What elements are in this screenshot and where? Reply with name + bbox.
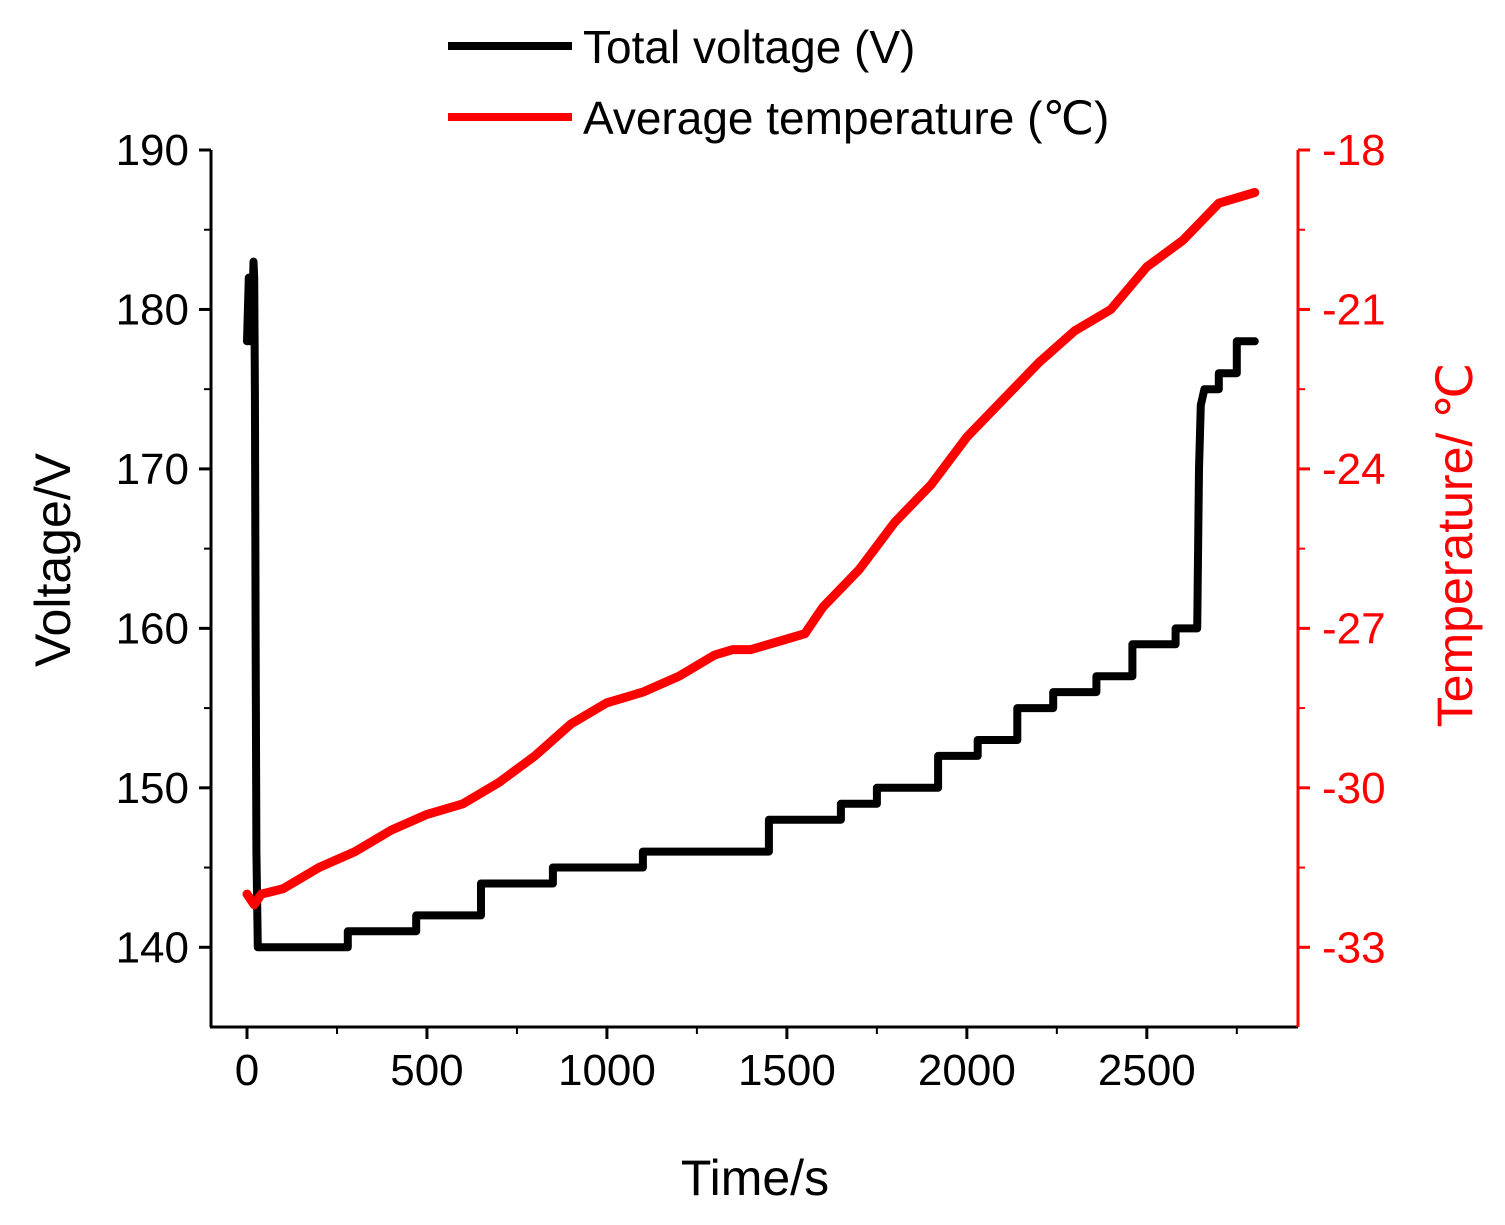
- y-left-tick-label-180: 180: [116, 285, 189, 334]
- axes: 0 500 1000 1500 2000 2500 140150160170180190 …: [116, 126, 1386, 1095]
- y-left-axis-title: Voltage/V: [25, 452, 81, 667]
- x-tick-label-1500: 1500: [738, 1046, 836, 1095]
- y-right-axis-title: Temperature/ ℃: [1427, 363, 1483, 728]
- y-right-tick-label--21: -21: [1322, 285, 1386, 334]
- x-axis-title: Time/s: [681, 1150, 829, 1206]
- legend: Total voltage (V) Average temperature (℃…: [448, 21, 1109, 144]
- y-left-tick-label-170: 170: [116, 445, 189, 494]
- y-right-tick-label--33: -33: [1322, 923, 1386, 972]
- y-right-ticks: -33 -30 -27 -24 -21 -18: [1298, 126, 1386, 972]
- y-right-tick-label--18: -18: [1322, 126, 1386, 175]
- y-left-tick-label-150: 150: [116, 764, 189, 813]
- y-right-tick-label--27: -27: [1322, 604, 1386, 653]
- x-ticks: 0 500 1000 1500 2000 2500: [235, 1027, 1238, 1095]
- y-left-tick-label-140: 140: [116, 923, 189, 972]
- legend-label-voltage: Total voltage (V): [583, 21, 915, 73]
- x-tick-label-500: 500: [390, 1046, 463, 1095]
- y-left-tick-label-190: 190: [116, 126, 189, 175]
- x-tick-label-2500: 2500: [1098, 1046, 1196, 1095]
- x-tick-label-2000: 2000: [918, 1046, 1016, 1095]
- series-line-temperature: [242, 188, 1260, 910]
- legend-label-temperature: Average temperature (℃): [583, 92, 1109, 144]
- x-tick-label-1000: 1000: [558, 1046, 656, 1095]
- y-right-tick-label--24: -24: [1322, 445, 1386, 494]
- y-left-tick-label-160: 160: [116, 604, 189, 653]
- y-left-ticks: 140 150 160 170 180 190: [116, 126, 211, 972]
- series-line-voltage: [243, 257, 1259, 952]
- x-tick-label-0: 0: [235, 1046, 259, 1095]
- y-right-tick-label--30: -30: [1322, 764, 1386, 813]
- series-layer: [242, 188, 1260, 952]
